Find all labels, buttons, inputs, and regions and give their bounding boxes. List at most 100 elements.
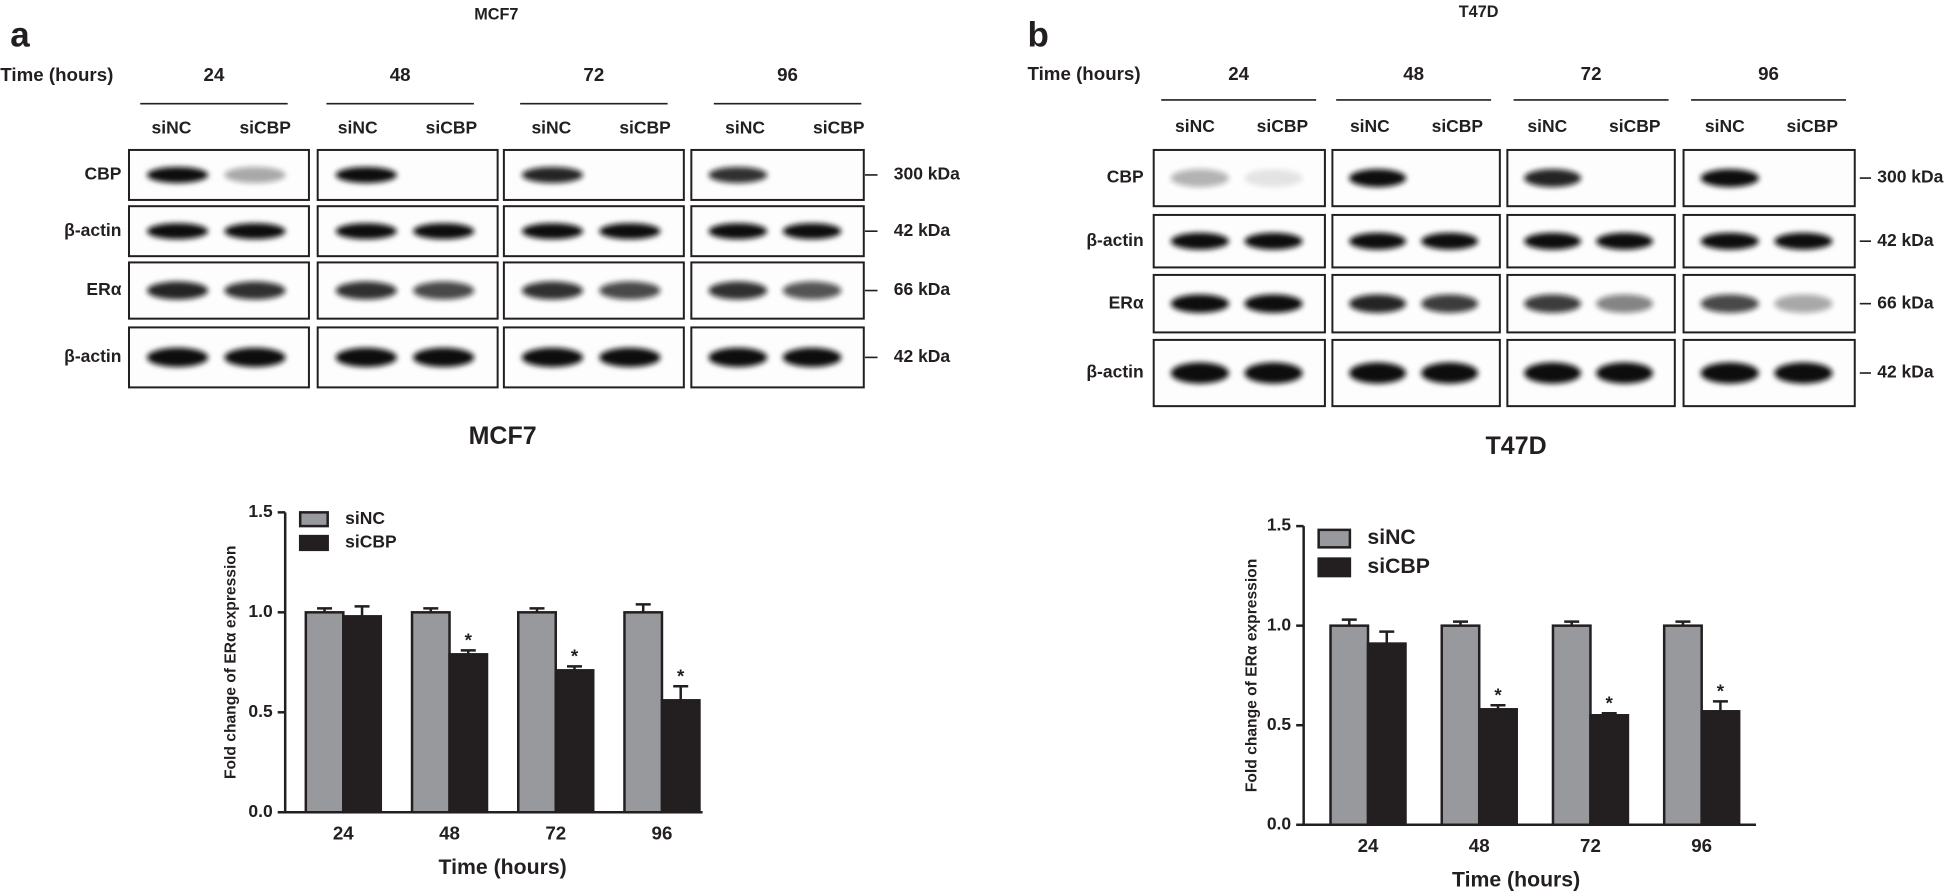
bar: [554, 669, 595, 814]
lane-label: siCBP: [1257, 116, 1309, 136]
error-bar: [354, 605, 370, 617]
blot-band: [1596, 232, 1654, 250]
protein-label: β-actin: [1086, 230, 1143, 250]
size-label: 42 kDa: [1877, 230, 1934, 250]
size-label: 66 kDa: [894, 279, 951, 299]
lane-label: siCBP: [1432, 116, 1484, 136]
blot-band: [1170, 362, 1230, 384]
blot-band: [521, 347, 584, 367]
bar: [1589, 714, 1630, 827]
lane-label: siCBP: [813, 117, 865, 137]
protein-label: β-actin: [1086, 362, 1143, 382]
blot-band: [1700, 294, 1759, 313]
error-bar: [460, 649, 476, 655]
blot-band: [1349, 294, 1407, 313]
significance-mark: *: [465, 630, 473, 651]
error-bar: [1675, 620, 1691, 626]
bar: [448, 653, 489, 814]
legend-swatch: [298, 534, 329, 552]
bar: [342, 615, 383, 814]
y-tick-label: 1.5: [1267, 515, 1292, 535]
bar: [1440, 624, 1481, 827]
blot-band: [1700, 232, 1759, 250]
blot-box: [690, 148, 865, 201]
error-bar: [566, 665, 582, 671]
blot-band: [1170, 169, 1230, 188]
blot-band: [1421, 362, 1479, 384]
error-bar: [529, 607, 545, 613]
bar: [623, 611, 664, 814]
blot-band: [146, 281, 209, 300]
blot-band: [1524, 169, 1582, 188]
protein-label: CBP: [1107, 167, 1144, 187]
bar: [1329, 624, 1370, 827]
time-point: 48: [390, 64, 411, 85]
protein-label: ERα: [86, 279, 121, 299]
protein-label: β-actin: [64, 346, 121, 366]
error-bar: [1341, 618, 1357, 626]
bar: [304, 611, 345, 814]
size-label: 42 kDa: [894, 346, 951, 366]
blot-band: [224, 223, 286, 240]
bar: [517, 611, 557, 814]
significance-mark: *: [1494, 685, 1502, 706]
blot-band: [146, 347, 209, 367]
significance-mark: *: [1717, 681, 1725, 702]
size-label: 42 kDa: [1877, 362, 1934, 382]
blot-band: [1524, 362, 1582, 384]
y-axis-label: Fold change of ERα expression: [1244, 559, 1261, 792]
blot-band: [1596, 294, 1654, 313]
lane-label: siCBP: [1609, 116, 1661, 136]
lane-label: siCBP: [426, 117, 478, 137]
blot-band: [708, 281, 768, 300]
blot-band: [335, 223, 397, 240]
time-point: 48: [1403, 63, 1424, 84]
blot-band: [1700, 362, 1759, 384]
error-bar: [1564, 620, 1580, 626]
time-point: 24: [204, 64, 225, 85]
blot-band: [521, 281, 584, 300]
blot-band: [782, 223, 842, 240]
blot-band: [1774, 232, 1833, 250]
y-tick-label: 0.5: [1267, 714, 1292, 734]
protein-label: ERα: [1109, 292, 1144, 312]
blot-band: [1349, 362, 1407, 384]
blot-band: [413, 223, 475, 240]
size-label: 300 kDa: [894, 164, 960, 184]
blot-band: [224, 281, 286, 300]
blot-band: [782, 347, 842, 367]
cell-line-label: T47D: [1459, 3, 1499, 21]
time-point: 72: [583, 64, 604, 85]
legend-label: siCBP: [1367, 554, 1430, 578]
bar: [1551, 624, 1592, 827]
x-axis-label: Time (hours): [1452, 868, 1580, 892]
error-bar: [1379, 630, 1395, 644]
blot-band: [1349, 232, 1407, 250]
x-tick-label: 48: [1469, 835, 1490, 856]
blot-band: [1170, 232, 1230, 250]
blot-band: [1774, 294, 1833, 313]
lane-label: siNC: [1175, 116, 1215, 136]
size-label: 66 kDa: [1877, 292, 1934, 312]
legend-label: siNC: [1367, 525, 1415, 549]
error-bar: [1601, 712, 1617, 716]
y-tick-label: 1.0: [248, 601, 272, 621]
size-label: 42 kDa: [894, 220, 951, 240]
lane-label: siNC: [725, 117, 765, 137]
blot-band: [1421, 232, 1479, 250]
size-label: 300 kDa: [1877, 167, 1943, 187]
blot-band: [413, 347, 475, 367]
time-point: 96: [1758, 63, 1779, 84]
protein-label: CBP: [85, 164, 122, 184]
blot-band: [521, 166, 584, 183]
bar: [660, 699, 701, 814]
time-label: Time (hours): [1027, 63, 1140, 84]
x-axis-label: Time (hours): [439, 855, 567, 879]
error-bar: [635, 603, 651, 613]
lane-label: siNC: [1527, 116, 1567, 136]
blot-band: [599, 223, 661, 240]
blot-band: [782, 281, 842, 300]
error-bar: [1712, 700, 1728, 712]
blot-band: [1596, 362, 1654, 384]
